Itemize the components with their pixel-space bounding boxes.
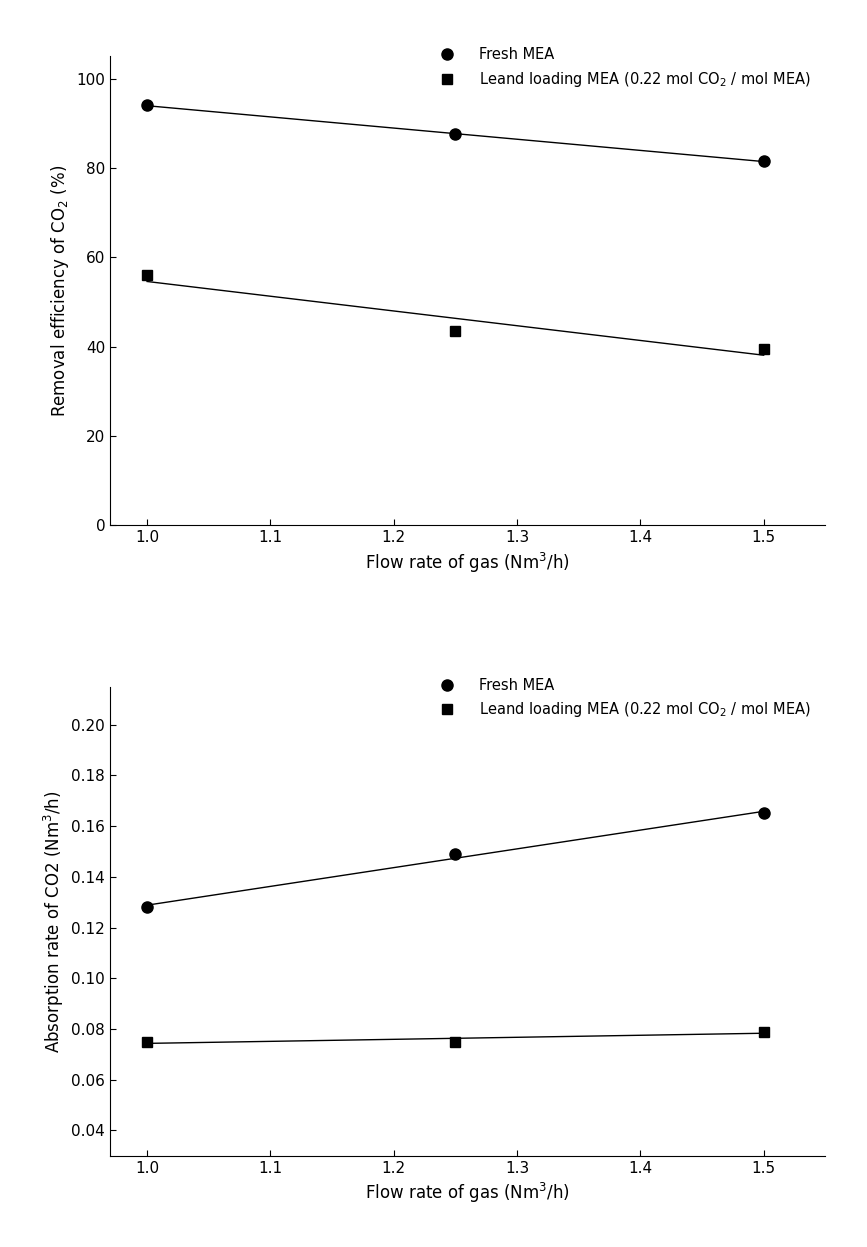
Y-axis label: Absorption rate of CO2 (Nm$^3$/h): Absorption rate of CO2 (Nm$^3$/h) bbox=[42, 789, 66, 1052]
Leand loading MEA (0.22 mol CO$_2$ / mol MEA) bbox=[759, 342, 769, 357]
X-axis label: Flow rate of gas (Nm$^3$/h): Flow rate of gas (Nm$^3$/h) bbox=[365, 1181, 570, 1206]
Line: Leand loading MEA (0.22 mol CO$_2$ / mol MEA): Leand loading MEA (0.22 mol CO$_2$ / mol… bbox=[142, 1026, 768, 1046]
Fresh MEA bbox=[759, 153, 769, 168]
X-axis label: Flow rate of gas (Nm$^3$/h): Flow rate of gas (Nm$^3$/h) bbox=[365, 551, 570, 575]
Fresh MEA bbox=[450, 127, 460, 142]
Fresh MEA bbox=[142, 900, 153, 915]
Y-axis label: Removal efficiency of CO$_2$ (%): Removal efficiency of CO$_2$ (%) bbox=[49, 165, 71, 416]
Leand loading MEA (0.22 mol CO$_2$ / mol MEA) bbox=[759, 1024, 769, 1039]
Leand loading MEA (0.22 mol CO$_2$ / mol MEA) bbox=[450, 323, 460, 338]
Fresh MEA bbox=[450, 847, 460, 862]
Leand loading MEA (0.22 mol CO$_2$ / mol MEA) bbox=[450, 1034, 460, 1049]
Line: Fresh MEA: Fresh MEA bbox=[141, 100, 769, 167]
Leand loading MEA (0.22 mol CO$_2$ / mol MEA) bbox=[142, 1034, 153, 1049]
Legend: Fresh MEA, Leand loading MEA (0.22 mol CO$_2$ / mol MEA): Fresh MEA, Leand loading MEA (0.22 mol C… bbox=[425, 671, 818, 726]
Line: Fresh MEA: Fresh MEA bbox=[141, 808, 769, 913]
Fresh MEA bbox=[142, 97, 153, 112]
Leand loading MEA (0.22 mol CO$_2$ / mol MEA) bbox=[142, 268, 153, 283]
Legend: Fresh MEA, Leand loading MEA (0.22 mol CO$_2$ / mol MEA): Fresh MEA, Leand loading MEA (0.22 mol C… bbox=[425, 40, 818, 96]
Fresh MEA bbox=[759, 806, 769, 821]
Line: Leand loading MEA (0.22 mol CO$_2$ / mol MEA): Leand loading MEA (0.22 mol CO$_2$ / mol… bbox=[142, 271, 768, 354]
